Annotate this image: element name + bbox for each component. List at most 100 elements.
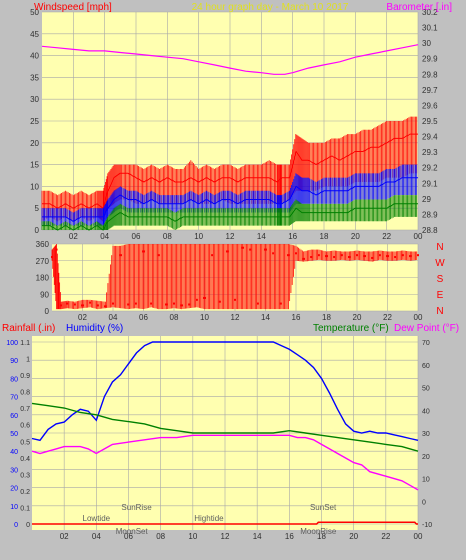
wind-x-tick: 12 <box>226 232 235 241</box>
barometer-y-tick: 29.5 <box>422 117 438 126</box>
humidity-y-tick: 20 <box>10 486 18 493</box>
direction-point <box>310 256 313 259</box>
wind-y-tick: 40 <box>30 52 39 61</box>
direction-point <box>73 303 76 306</box>
direction-point <box>119 254 122 257</box>
direction-point <box>112 302 114 305</box>
humidity-y-tick: 40 <box>10 449 18 456</box>
temperature-line <box>31 402 419 452</box>
rainfall-line <box>32 521 418 525</box>
wind-y-tick: 25 <box>30 117 39 126</box>
direction-point <box>325 255 328 258</box>
bottom-x-tick: 20 <box>349 532 358 541</box>
direction-point <box>371 256 374 259</box>
wind-y-tick: 10 <box>30 182 39 191</box>
direction-point <box>363 255 366 258</box>
event-label-sunrise: SunRise <box>121 503 152 512</box>
barometer-y-tick: 29.4 <box>422 133 438 142</box>
direction-point <box>226 250 229 253</box>
direction-point <box>195 298 198 301</box>
rain-y-tick: 1.1 <box>20 340 30 347</box>
temperature-y-tick: 0 <box>422 499 426 506</box>
barometer-y-tick: 29.9 <box>422 55 438 64</box>
bottom-x-tick: 14 <box>253 532 262 541</box>
direction-point <box>218 300 221 303</box>
direction-x-tick: 18 <box>322 313 331 322</box>
direction-letter-w: W <box>435 258 445 269</box>
temperature-y-tick: 40 <box>422 408 430 415</box>
direction-letter-s: S <box>437 274 444 285</box>
bottom-x-tick: 08 <box>156 532 165 541</box>
barometer-y-tick: 29.2 <box>422 164 438 173</box>
wind-x-tick: 06 <box>132 232 141 241</box>
temperature-y-tick: 60 <box>422 363 430 370</box>
direction-point <box>401 254 404 257</box>
barometer-y-tick: 29.6 <box>422 101 438 110</box>
rain-y-tick: 0.5 <box>20 439 30 446</box>
direction-point <box>81 304 84 307</box>
direction-point <box>55 248 58 251</box>
direction-y-tick: 0 <box>45 307 50 316</box>
wind-average-line <box>42 177 418 222</box>
dew-point-label: Dew Point (°F) <box>394 323 459 334</box>
wind-lull-line <box>42 203 418 231</box>
wind-x-tick: 20 <box>351 232 360 241</box>
bottom-x-tick: 00 <box>414 532 423 541</box>
direction-x-tick: 02 <box>78 313 87 322</box>
wind-y-tick: 35 <box>30 73 39 82</box>
direction-point <box>417 254 419 257</box>
direction-point <box>66 302 69 305</box>
barometer-y-tick: 30.2 <box>422 8 438 17</box>
direction-point <box>287 254 290 257</box>
wind-x-tick: 08 <box>163 232 172 241</box>
direction-point <box>394 256 397 259</box>
direction-point <box>60 304 63 307</box>
humidity-y-tick: 50 <box>10 431 18 438</box>
temperature-label: Temperature (°F) <box>313 323 389 334</box>
direction-point <box>409 255 412 258</box>
direction-point <box>150 302 153 305</box>
rainfall-label: Rainfall (.in) <box>2 323 55 334</box>
direction-point <box>180 304 183 307</box>
temperature-y-tick: -10 <box>422 522 432 529</box>
direction-point <box>89 301 92 304</box>
barometer-y-tick: 29 <box>422 195 431 204</box>
temperature-y-tick: 70 <box>422 340 430 347</box>
rain-y-tick: 0.6 <box>20 423 30 430</box>
direction-point <box>51 256 53 259</box>
direction-point <box>317 254 320 257</box>
bottom-x-tick: 12 <box>221 532 230 541</box>
data-marks <box>31 44 419 525</box>
rain-y-tick: 0.2 <box>20 489 30 496</box>
direction-point <box>134 302 137 305</box>
bottom-x-tick: 10 <box>188 532 197 541</box>
humidity-y-tick: 80 <box>10 376 18 383</box>
direction-point <box>203 296 206 299</box>
direction-y-tick: 360 <box>36 240 50 249</box>
barometer-y-tick: 28.8 <box>422 226 438 235</box>
wind-x-tick: 02 <box>69 232 78 241</box>
wind-axis-label: Windspeed [mph] <box>34 2 112 13</box>
humidity-y-tick: 90 <box>10 358 18 365</box>
direction-point <box>356 254 358 257</box>
direction-point <box>234 298 236 301</box>
tick-labels: 0510152025303540455028.828.92929.129.229… <box>6 8 438 541</box>
bottom-x-tick: 16 <box>285 532 294 541</box>
wind-y-tick: 30 <box>30 95 39 104</box>
temperature-y-tick: 30 <box>422 431 430 438</box>
wind-y-tick: 5 <box>35 204 40 213</box>
direction-point <box>104 305 107 308</box>
direction-x-tick: 10 <box>200 313 209 322</box>
direction-point <box>279 302 282 305</box>
humidity-y-tick: 70 <box>10 395 18 402</box>
direction-point <box>333 256 336 259</box>
direction-point <box>386 255 389 258</box>
event-label-hightide: Hightide <box>194 514 224 523</box>
event-label-lowtide: Lowtide <box>83 514 111 523</box>
rain-y-tick: 0 <box>26 522 30 529</box>
direction-point <box>249 248 252 251</box>
bottom-x-tick: 22 <box>381 532 390 541</box>
direction-y-tick: 180 <box>36 274 50 283</box>
humidity-y-tick: 100 <box>6 340 18 347</box>
